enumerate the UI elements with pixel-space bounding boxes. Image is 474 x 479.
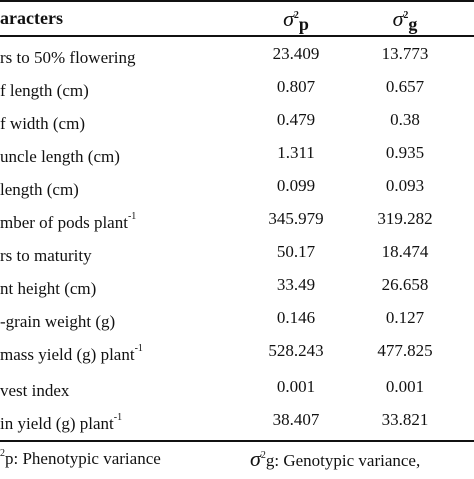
table-row: mber of pods plant-1 345.979 319.282	[0, 202, 474, 235]
character-cell: rs to maturity	[0, 245, 92, 265]
character-cell: length (cm)	[0, 179, 79, 199]
character-cell: in yield (g) plant-1	[0, 412, 123, 433]
character-cell: nt height (cm)	[0, 278, 97, 298]
table-row: vest index 0.001 0.001	[0, 370, 474, 403]
genotypic-value: 13.773	[381, 44, 429, 63]
phenotypic-value: 528.243	[268, 341, 324, 360]
genotypic-value: 26.658	[381, 275, 429, 294]
character-cell: vest index	[0, 380, 70, 400]
character-cell: -grain weight (g)	[0, 311, 116, 331]
genotypic-value: 0.127	[385, 308, 425, 327]
genotypic-value: 319.282	[377, 209, 433, 228]
table-row: rs to maturity 50.17 18.474	[0, 235, 474, 268]
table-row: f length (cm) 0.807 0.657	[0, 70, 474, 103]
genotypic-value: 0.38	[390, 110, 420, 129]
character-cell: uncle length (cm)	[0, 146, 120, 166]
header-characters: aracters	[0, 8, 63, 28]
table-row: length (cm) 0.099 0.093	[0, 169, 474, 202]
genotypic-value: 0.657	[385, 77, 425, 96]
header-row: aracters σ2p σ2g	[0, 2, 474, 35]
phenotypic-value: 33.49	[276, 275, 316, 294]
phenotypic-value: 0.807	[276, 77, 316, 96]
table-row: uncle length (cm) 1.311 0.935	[0, 136, 474, 169]
genotypic-value: 0.001	[385, 377, 425, 396]
table-row: -grain weight (g) 0.146 0.127	[0, 301, 474, 334]
header-phenotypic-variance: σ2p	[283, 6, 309, 34]
character-cell: f length (cm)	[0, 80, 89, 100]
phenotypic-value: 0.099	[276, 176, 316, 195]
character-cell: rs to 50% flowering	[0, 47, 136, 67]
phenotypic-value: 23.409	[272, 44, 320, 63]
footnote-phenotypic: 2p: Phenotypic variance	[0, 448, 161, 468]
genotypic-value: 0.093	[385, 176, 425, 195]
phenotypic-value: 1.311	[277, 143, 315, 162]
table-row: f width (cm) 0.479 0.38	[0, 103, 474, 136]
table-row: mass yield (g) plant-1 528.243 477.825	[0, 334, 474, 367]
phenotypic-value: 50.17	[276, 242, 316, 261]
header-genotypic-variance: σ2g	[392, 6, 418, 34]
genotypic-value: 0.935	[385, 143, 425, 162]
genotypic-value: 477.825	[377, 341, 433, 360]
character-cell: mass yield (g) plant-1	[0, 343, 143, 364]
genotypic-value: 33.821	[381, 410, 429, 429]
character-cell: mber of pods plant-1	[0, 211, 137, 232]
phenotypic-value: 0.479	[276, 110, 316, 129]
phenotypic-value: 0.146	[276, 308, 316, 327]
phenotypic-value: 345.979	[268, 209, 324, 228]
table-row: nt height (cm) 33.49 26.658	[0, 268, 474, 301]
character-cell: f width (cm)	[0, 113, 85, 133]
footnote-genotypic: σ2g: Genotypic variance,	[250, 446, 421, 471]
table-row: rs to 50% flowering 23.409 13.773	[0, 37, 474, 70]
top-rule	[0, 0, 474, 2]
bottom-rule	[0, 440, 474, 442]
phenotypic-value: 38.407	[272, 410, 320, 429]
header-rule	[0, 35, 474, 37]
table-row: in yield (g) plant-1 38.407 33.821	[0, 403, 474, 436]
phenotypic-value: 0.001	[276, 377, 316, 396]
genotypic-value: 18.474	[381, 242, 429, 261]
